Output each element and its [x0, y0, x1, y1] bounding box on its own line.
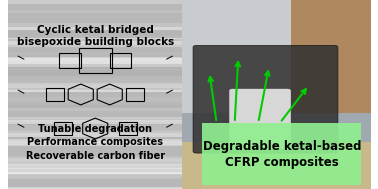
- Bar: [8, 133, 182, 137]
- Bar: [8, 105, 182, 107]
- Bar: [8, 61, 182, 64]
- Bar: [8, 57, 182, 62]
- FancyBboxPatch shape: [193, 45, 338, 153]
- Bar: [8, 83, 182, 88]
- Bar: [8, 74, 182, 78]
- Bar: [8, 48, 182, 52]
- FancyBboxPatch shape: [8, 0, 182, 189]
- Bar: [8, 129, 182, 132]
- Bar: [8, 10, 182, 13]
- Bar: [8, 139, 182, 145]
- Bar: [8, 111, 182, 113]
- Bar: [8, 39, 182, 41]
- Bar: [8, 125, 182, 131]
- Bar: [8, 89, 182, 92]
- Bar: [8, 41, 182, 47]
- Bar: [8, 164, 182, 169]
- FancyBboxPatch shape: [182, 0, 370, 189]
- Bar: [8, 130, 182, 132]
- Bar: [8, 84, 182, 90]
- Bar: [8, 78, 182, 83]
- Bar: [8, 187, 182, 189]
- Bar: [8, 156, 182, 162]
- Bar: [8, 116, 182, 122]
- Bar: [8, 168, 182, 175]
- Bar: [8, 40, 182, 47]
- FancyBboxPatch shape: [229, 89, 291, 149]
- Bar: [8, 23, 182, 30]
- Bar: [8, 141, 182, 146]
- Text: Cyclic ketal bridged
bisepoxide building blocks: Cyclic ketal bridged bisepoxide building…: [17, 25, 174, 47]
- Bar: [8, 40, 182, 45]
- Bar: [8, 61, 182, 67]
- Bar: [8, 87, 182, 92]
- Bar: [8, 31, 182, 36]
- Bar: [8, 57, 182, 63]
- FancyBboxPatch shape: [202, 123, 361, 185]
- Bar: [8, 85, 182, 87]
- Bar: [8, 49, 182, 55]
- Bar: [8, 0, 182, 4]
- Bar: [8, 108, 182, 111]
- Bar: [8, 67, 182, 69]
- Text: Degradable ketal-based
CFRP composites: Degradable ketal-based CFRP composites: [203, 139, 361, 169]
- Bar: [8, 45, 182, 48]
- Bar: [8, 23, 182, 27]
- Bar: [182, 0, 370, 113]
- Bar: [8, 38, 182, 43]
- Bar: [8, 120, 182, 124]
- Bar: [291, 0, 370, 113]
- Bar: [8, 172, 182, 179]
- Bar: [8, 47, 182, 50]
- Bar: [8, 173, 182, 178]
- Bar: [8, 58, 182, 61]
- Bar: [8, 174, 182, 179]
- Bar: [8, 188, 182, 189]
- Bar: [8, 97, 182, 102]
- Bar: [182, 142, 370, 189]
- Bar: [8, 1, 182, 4]
- Bar: [8, 119, 182, 122]
- Bar: [8, 39, 182, 44]
- Bar: [8, 158, 182, 165]
- Bar: [8, 63, 182, 67]
- Bar: [8, 70, 182, 76]
- Bar: [8, 74, 182, 76]
- Text: Tunable degradation
Performance composites
Recoverable carbon fiber: Tunable degradation Performance composit…: [26, 124, 165, 161]
